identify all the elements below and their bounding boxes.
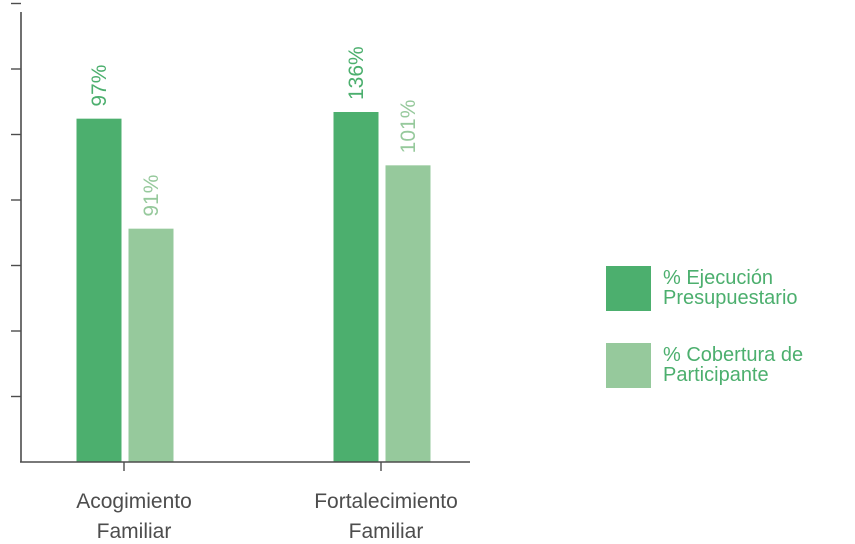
bar-chart: 97% 91% 136% 101% Acogimiento Familiar Fortal… [11,2,470,543]
data-label: 136% [345,46,368,100]
category-labels: Acogimiento Familiar Fortalecimiento Famili… [76,490,458,543]
category-label: Familiar [97,520,172,543]
bar-ejecucion-fortalecimiento [333,112,379,462]
legend-swatch-cobertura [606,343,651,388]
legend-label-line1: % Cobertura de [663,344,804,366]
legend: % Ejecución Presupuestario % Cobertura d… [606,266,851,420]
data-labels: 97% 91% 136% 101% [88,46,420,216]
legend-label-line1: % Ejecución [663,267,774,289]
bars [76,112,431,463]
legend-label-line2: Presupuestario [663,287,798,309]
y-axis-ticks [11,2,382,471]
legend-label-ejecucion: % Ejecución Presupuestario [663,266,838,308]
bar-cobertura-acogimiento [128,228,174,462]
category-label: Fortalecimiento [314,490,458,513]
category-label: Acogimiento [76,490,192,513]
legend-label-line2: Participante [663,364,769,386]
legend-item-cobertura: % Cobertura de Participante [606,343,851,388]
data-label: 91% [140,175,163,217]
data-label: 101% [397,100,420,154]
legend-swatch-ejecucion [606,266,651,311]
legend-label-cobertura: % Cobertura de Participante [663,343,838,385]
bar-cobertura-fortalecimiento [385,165,431,463]
bar-ejecucion-acogimiento [76,118,122,463]
legend-item-ejecucion: % Ejecución Presupuestario [606,266,851,311]
data-label: 97% [88,65,111,107]
category-label: Familiar [349,520,424,543]
